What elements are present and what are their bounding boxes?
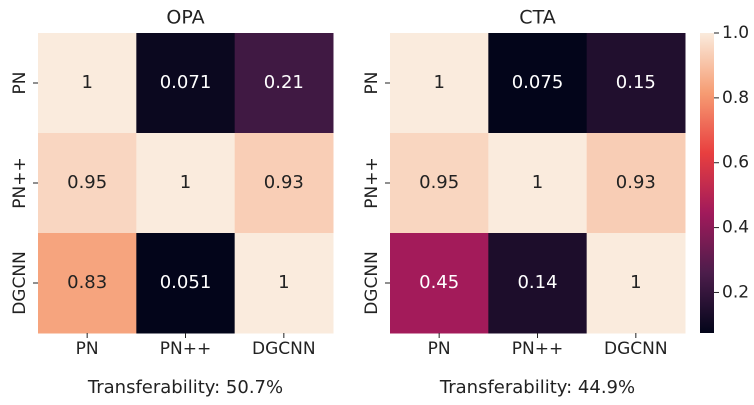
y-tick-label: DGCNN xyxy=(10,251,30,315)
cell-label: 0.95 xyxy=(419,172,459,193)
cell-label: 0.45 xyxy=(419,272,459,293)
heat-cell xyxy=(38,33,137,134)
heat-cell xyxy=(488,233,588,334)
x-tick-label: PN++ xyxy=(512,339,563,359)
chart-title: OPA xyxy=(166,7,204,29)
heat-cell xyxy=(390,133,489,234)
y-tick-label: PN++ xyxy=(362,157,382,208)
heat-cell xyxy=(390,233,489,334)
colorbar-tick-label: 0.8 xyxy=(722,88,749,108)
x-tick-label: PN xyxy=(428,339,451,359)
cell-label: 1 xyxy=(81,72,92,93)
cell-label: 1 xyxy=(180,172,191,193)
heat-cell xyxy=(488,33,588,134)
heat-cell xyxy=(488,133,588,234)
heat-cell xyxy=(586,33,686,134)
cell-label: 1 xyxy=(630,272,641,293)
cell-label: 0.95 xyxy=(67,172,107,193)
x-tick-label: PN xyxy=(76,339,99,359)
x-tick-label: DGCNN xyxy=(604,339,668,359)
cell-label: 0.15 xyxy=(616,72,656,93)
cell-label: 1 xyxy=(278,272,289,293)
colorbar-tick-label: 0.6 xyxy=(722,153,749,173)
heat-cell xyxy=(234,233,334,334)
cell-label: 1 xyxy=(433,72,444,93)
cell-label: 0.83 xyxy=(67,272,107,293)
cell-label: 0.14 xyxy=(517,272,557,293)
heat-cell xyxy=(390,33,489,134)
cell-label: 0.051 xyxy=(160,272,212,293)
heat-cell xyxy=(136,233,236,334)
cell-label: 0.93 xyxy=(264,172,304,193)
y-tick-label: PN++ xyxy=(10,157,30,208)
heat-cell xyxy=(586,233,686,334)
x-tick-label: PN++ xyxy=(160,339,211,359)
annotation: Transferability: 44.9% xyxy=(439,377,635,398)
heat-cell xyxy=(234,133,334,234)
heat-cell xyxy=(234,33,334,134)
cell-label: 1 xyxy=(532,172,543,193)
colorbar-tick-label: 0.2 xyxy=(722,282,749,302)
colorbar-tick-label: 0.4 xyxy=(722,218,749,238)
y-tick-label: PN xyxy=(10,72,30,95)
cell-label: 0.93 xyxy=(616,172,656,193)
cell-label: 0.21 xyxy=(264,72,304,93)
y-tick-label: PN xyxy=(362,72,382,95)
heat-cell xyxy=(38,233,137,334)
y-tick-label: DGCNN xyxy=(362,251,382,315)
heat-cell xyxy=(586,133,686,234)
chart-title: CTA xyxy=(519,7,555,29)
x-tick-label: DGCNN xyxy=(252,339,316,359)
cell-label: 0.075 xyxy=(512,72,564,93)
heat-cell xyxy=(38,133,137,234)
annotation: Transferability: 50.7% xyxy=(87,377,283,398)
heat-cell xyxy=(136,33,236,134)
heat-cell xyxy=(136,133,236,234)
cell-label: 0.071 xyxy=(160,72,212,93)
colorbar-tick-label: 1.0 xyxy=(722,23,749,43)
colorbar xyxy=(700,33,714,333)
